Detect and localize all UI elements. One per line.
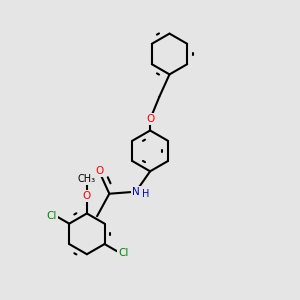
Text: H: H — [142, 189, 150, 199]
Text: O: O — [146, 114, 154, 124]
Text: Cl: Cl — [118, 248, 129, 258]
Text: O: O — [83, 191, 91, 201]
Text: O: O — [95, 166, 103, 176]
Text: CH₃: CH₃ — [78, 174, 96, 184]
Text: Cl: Cl — [46, 211, 57, 221]
Text: N: N — [132, 187, 140, 197]
